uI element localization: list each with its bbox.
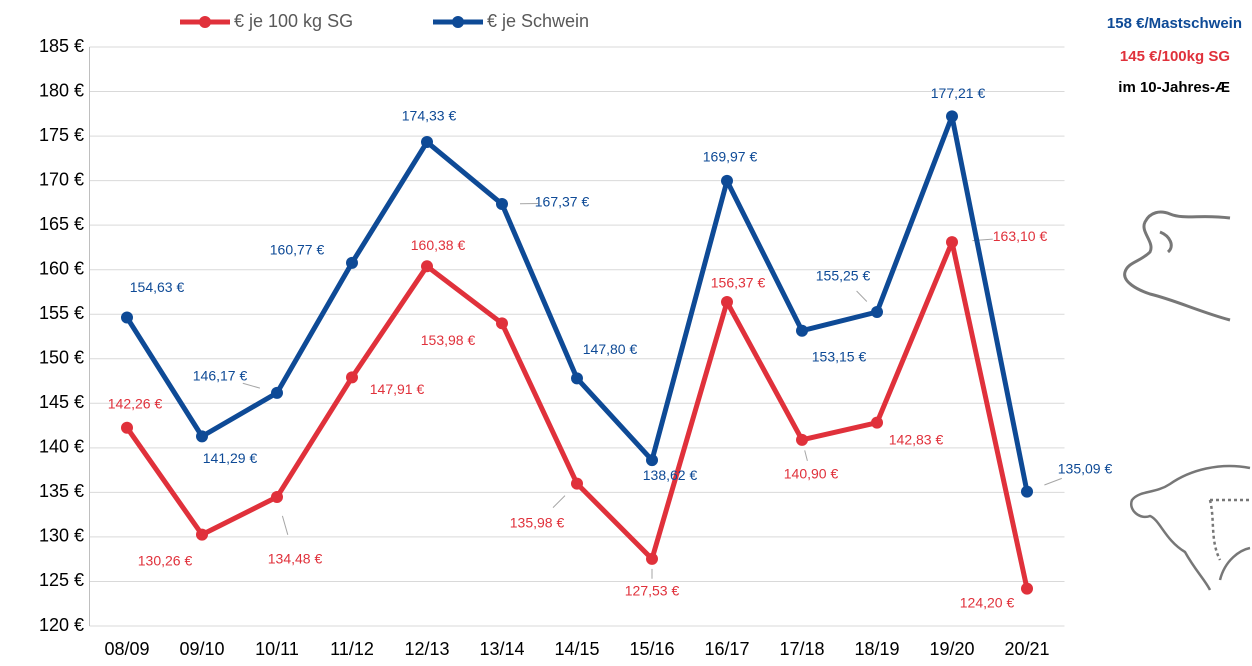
- data-label: 124,20 €: [960, 594, 1015, 610]
- y-tick-label: 165 €: [39, 214, 84, 234]
- y-tick-label: 125 €: [39, 570, 84, 590]
- data-point: [346, 256, 358, 269]
- legend-marker: [452, 16, 464, 28]
- legend-label: € je 100 kg SG: [234, 11, 353, 31]
- data-point: [271, 491, 283, 504]
- x-tick-label: 16/17: [704, 639, 749, 659]
- x-tick-label: 14/15: [554, 639, 599, 659]
- data-point: [496, 317, 508, 330]
- data-label: 135,98 €: [510, 514, 565, 530]
- y-tick-label: 120 €: [39, 615, 84, 635]
- data-point: [871, 306, 883, 319]
- data-point: [571, 477, 583, 490]
- data-point: [646, 552, 658, 565]
- data-label: 160,38 €: [411, 237, 466, 253]
- data-point: [946, 110, 958, 123]
- data-label: 153,98 €: [421, 332, 476, 348]
- data-label: 141,29 €: [203, 450, 258, 466]
- data-label: 155,25 €: [816, 268, 871, 284]
- legend-marker: [199, 16, 211, 28]
- data-label: 142,83 €: [889, 431, 944, 447]
- data-point: [346, 371, 358, 384]
- data-label: 130,26 €: [138, 552, 193, 568]
- data-label: 127,53 €: [625, 583, 680, 599]
- data-label: 140,90 €: [784, 466, 839, 482]
- data-label: 167,37 €: [535, 194, 590, 210]
- y-tick-label: 155 €: [39, 303, 84, 323]
- y-tick-label: 135 €: [39, 481, 84, 501]
- x-tick-label: 12/13: [404, 639, 449, 659]
- x-tick-label: 10/11: [255, 639, 299, 659]
- y-tick-label: 185 €: [39, 36, 84, 56]
- pig-body-icon: [1129, 464, 1251, 591]
- y-tick-label: 175 €: [39, 125, 84, 145]
- data-label: 147,91 €: [370, 381, 425, 397]
- data-point: [871, 416, 883, 429]
- data-point: [796, 433, 808, 446]
- x-tick-label: 13/14: [479, 639, 524, 659]
- data-label: 160,77 €: [270, 242, 325, 258]
- data-point: [1021, 485, 1033, 498]
- data-label: 154,63 €: [130, 279, 185, 295]
- data-point: [121, 421, 133, 434]
- x-tick-label: 08/09: [104, 639, 149, 659]
- x-tick-label: 15/16: [629, 639, 674, 659]
- data-point: [496, 198, 508, 211]
- annotation: im 10-Jahres-Æ: [1118, 79, 1230, 96]
- data-label: 138,62 €: [643, 467, 698, 483]
- data-point: [196, 528, 208, 541]
- data-point: [271, 386, 283, 399]
- pig-head-icon: [1123, 210, 1231, 322]
- x-tick-label: 09/10: [179, 639, 224, 659]
- data-point: [946, 236, 958, 249]
- data-label: 142,26 €: [108, 395, 163, 411]
- y-tick-label: 140 €: [39, 437, 84, 457]
- data-label: 153,15 €: [812, 348, 867, 364]
- legend-label: € je Schwein: [487, 11, 589, 31]
- data-point: [571, 372, 583, 385]
- annotation: 145 €/100kg SG: [1120, 48, 1230, 65]
- x-tick-label: 18/19: [854, 639, 899, 659]
- data-label: 163,10 €: [993, 228, 1048, 244]
- data-label: 174,33 €: [402, 108, 457, 124]
- data-label: 177,21 €: [931, 85, 986, 101]
- data-point: [721, 174, 733, 187]
- y-tick-label: 150 €: [39, 348, 84, 368]
- leader-line: [552, 495, 566, 509]
- y-tick-label: 180 €: [39, 80, 84, 100]
- x-tick-label: 17/18: [779, 639, 824, 659]
- data-label: 156,37 €: [711, 275, 766, 291]
- data-point: [1021, 582, 1033, 595]
- data-point: [421, 260, 433, 273]
- data-point: [196, 430, 208, 443]
- data-label: 134,48 €: [268, 551, 323, 567]
- x-tick-label: 19/20: [929, 639, 974, 659]
- data-label: 147,80 €: [583, 341, 638, 357]
- data-label: 135,09 €: [1058, 460, 1113, 476]
- data-point: [721, 296, 733, 309]
- leader-line: [804, 450, 808, 461]
- x-tick-label: 11/12: [330, 639, 374, 659]
- x-tick-label: 20/21: [1004, 639, 1049, 659]
- data-point: [646, 454, 658, 467]
- y-tick-label: 130 €: [39, 526, 84, 546]
- data-point: [796, 324, 808, 337]
- leader-line: [1044, 477, 1062, 486]
- y-tick-label: 145 €: [39, 392, 84, 412]
- data-label: 169,97 €: [703, 149, 758, 165]
- y-tick-label: 160 €: [39, 258, 84, 278]
- leader-line: [856, 290, 868, 302]
- leader-line: [281, 515, 289, 535]
- data-label: 146,17 €: [193, 368, 248, 384]
- data-point: [121, 311, 133, 324]
- leader-line: [242, 382, 261, 389]
- y-tick-label: 170 €: [39, 169, 84, 189]
- y-axis: 120 € 125 € 130 € 135 € 140 € 145 € 150 € 155 €…: [39, 36, 1065, 659]
- data-point: [421, 136, 433, 149]
- annotation: 158 €/Mastschwein: [1107, 15, 1242, 32]
